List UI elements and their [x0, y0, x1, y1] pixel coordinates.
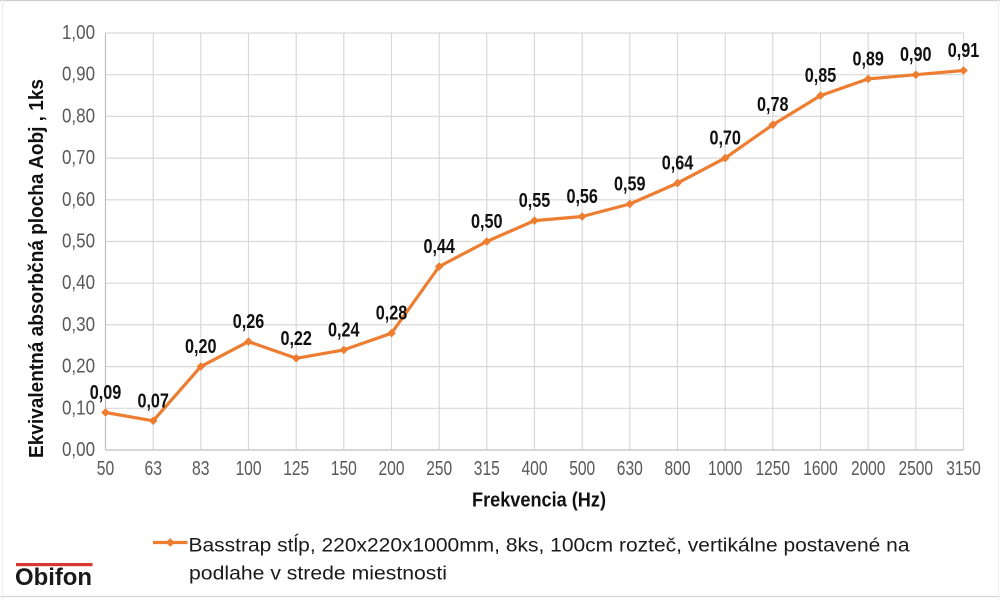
svg-text:0,20: 0,20: [62, 356, 95, 378]
svg-text:Basstrap stĺp, 220x220x1000mm,: Basstrap stĺp, 220x220x1000mm, 8ks, 100c…: [189, 533, 910, 557]
svg-text:315: 315: [474, 458, 500, 480]
svg-text:0,20: 0,20: [185, 336, 217, 358]
svg-text:100: 100: [236, 458, 262, 480]
svg-text:250: 250: [426, 458, 452, 480]
svg-text:0,26: 0,26: [233, 311, 265, 333]
svg-text:1,00: 1,00: [62, 22, 95, 44]
svg-text:0,90: 0,90: [62, 64, 95, 86]
svg-text:50: 50: [97, 458, 115, 480]
svg-text:0,64: 0,64: [662, 153, 694, 175]
svg-text:0,78: 0,78: [757, 94, 789, 116]
svg-text:800: 800: [665, 458, 691, 480]
svg-text:0,24: 0,24: [328, 319, 360, 341]
svg-text:0,70: 0,70: [709, 128, 741, 150]
svg-text:1000: 1000: [708, 458, 743, 480]
svg-text:Obifon: Obifon: [15, 564, 92, 591]
svg-text:0,09: 0,09: [90, 382, 122, 404]
svg-text:0,70: 0,70: [62, 147, 95, 169]
svg-text:1250: 1250: [756, 458, 791, 480]
svg-text:2000: 2000: [851, 458, 886, 480]
svg-text:0,90: 0,90: [900, 44, 932, 66]
svg-text:0,89: 0,89: [852, 48, 884, 70]
svg-text:0,80: 0,80: [62, 105, 95, 127]
svg-text:Ekvivalentná absorbčná plocha: Ekvivalentná absorbčná plocha Aobj , 1ks: [26, 79, 48, 458]
svg-text:0,59: 0,59: [614, 174, 646, 196]
svg-text:2500: 2500: [899, 458, 934, 480]
svg-text:0,00: 0,00: [62, 439, 95, 461]
svg-text:125: 125: [283, 458, 309, 480]
svg-text:0,40: 0,40: [62, 272, 95, 294]
svg-text:0,44: 0,44: [423, 236, 455, 258]
svg-text:podlahe v strede miestnosti: podlahe v strede miestnosti: [189, 563, 447, 585]
svg-text:0,50: 0,50: [471, 211, 503, 233]
svg-text:63: 63: [144, 458, 162, 480]
svg-text:0,22: 0,22: [280, 328, 312, 350]
svg-text:Frekvencia (Hz): Frekvencia (Hz): [472, 489, 606, 512]
svg-text:0,50: 0,50: [62, 231, 95, 253]
svg-text:0,10: 0,10: [62, 397, 95, 419]
svg-text:0,28: 0,28: [376, 303, 408, 325]
svg-text:0,85: 0,85: [805, 65, 837, 87]
svg-text:400: 400: [522, 458, 548, 480]
svg-text:83: 83: [192, 458, 210, 480]
svg-text:0,56: 0,56: [566, 186, 598, 208]
svg-text:1600: 1600: [803, 458, 838, 480]
svg-text:0,55: 0,55: [519, 190, 551, 212]
svg-text:3150: 3150: [946, 458, 981, 480]
svg-text:0,91: 0,91: [948, 40, 980, 62]
svg-text:200: 200: [379, 458, 405, 480]
svg-text:0,60: 0,60: [62, 189, 95, 211]
svg-text:0,07: 0,07: [137, 390, 169, 412]
svg-text:0,30: 0,30: [62, 314, 95, 336]
svg-text:150: 150: [331, 458, 357, 480]
svg-text:630: 630: [617, 458, 643, 480]
svg-text:500: 500: [569, 458, 595, 480]
